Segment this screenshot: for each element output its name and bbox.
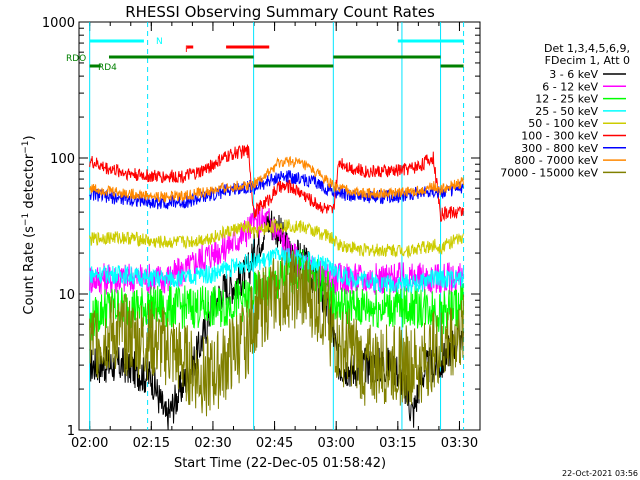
legend-label: 6 - 12 keV	[542, 80, 598, 93]
legend-label: 800 - 7000 keV	[514, 154, 598, 167]
series-line	[89, 155, 464, 204]
y-tick-label: 1	[67, 424, 75, 439]
x-tick-label: 02:15	[133, 436, 170, 451]
legend-header-line-2: FDecim 1, Att 0	[545, 54, 630, 67]
x-tick-label: 03:15	[379, 436, 416, 451]
legend-label: 50 - 100 keV	[528, 117, 598, 130]
flag-label: F	[185, 45, 190, 55]
y-tick-label: 100	[50, 152, 75, 167]
legend-label: 25 - 50 keV	[535, 105, 598, 118]
plot-frame	[78, 21, 481, 431]
footer-timestamp: 22-Oct-2021 03:56	[562, 469, 638, 478]
y-tick-label: 10	[58, 288, 75, 303]
flag-label: RD4	[98, 63, 117, 73]
legend-label: 3 - 6 keV	[549, 68, 598, 81]
series-line	[89, 246, 464, 294]
legend-header-line-1: Det 1,3,4,5,6,9,	[544, 42, 630, 55]
series-line	[89, 218, 464, 259]
flag-label: N	[156, 37, 163, 47]
chart-title: RHESSI Observing Summary Count Rates	[125, 3, 435, 21]
x-axis-label: Start Time (22-Dec-05 01:58:42)	[174, 456, 386, 471]
x-tick-label: 03:30	[441, 436, 478, 451]
series-line	[89, 144, 464, 222]
x-tick-label: 03:00	[317, 436, 354, 451]
legend-label: 300 - 800 keV	[521, 142, 598, 155]
legend-label: 12 - 25 keV	[535, 93, 598, 106]
x-tick-label: 02:30	[194, 436, 231, 451]
x-tick-label: 02:45	[256, 436, 293, 451]
series-line	[89, 249, 464, 417]
y-axis-label: Count Rate (s−1 detector−1)	[21, 135, 37, 314]
legend-label: 100 - 300 keV	[521, 130, 598, 143]
y-tick-label: 1000	[42, 16, 75, 31]
flag-label: RDO	[66, 54, 86, 64]
legend-label: 7000 - 15000 keV	[500, 166, 598, 179]
x-tick-label: 02:00	[71, 436, 108, 451]
